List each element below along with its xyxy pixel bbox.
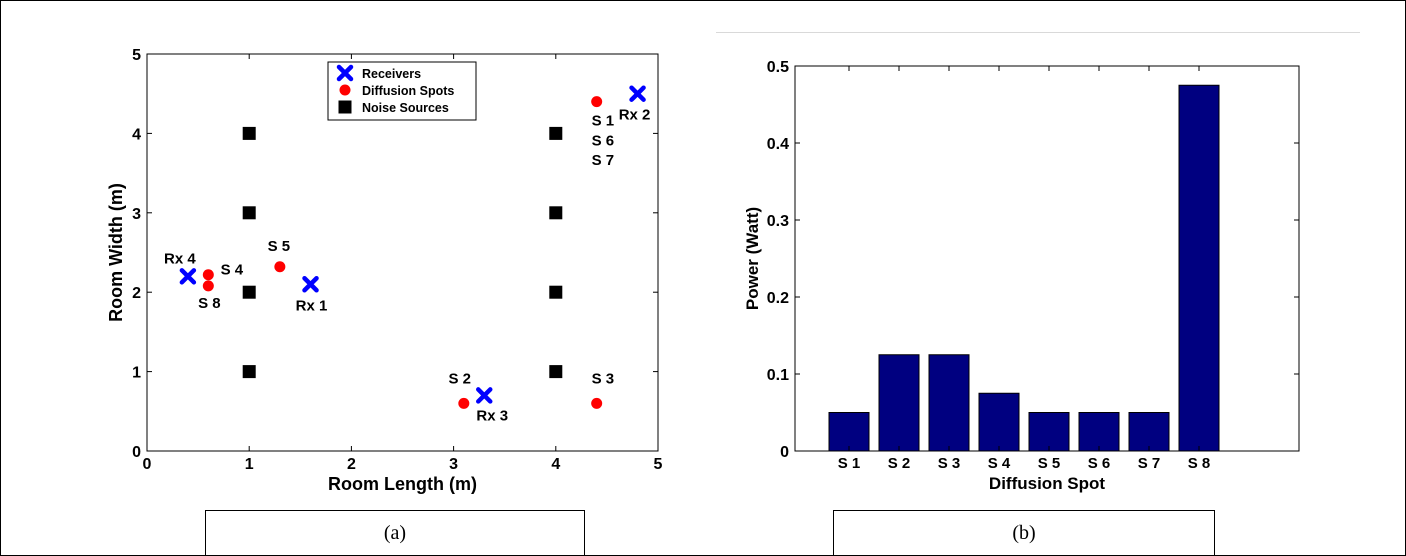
spot-label: S 6	[592, 132, 615, 149]
y-tick-label: 0	[132, 444, 141, 461]
legend-entry: Noise Sources	[362, 101, 449, 115]
bar	[1128, 412, 1170, 452]
x-tick-label: S 8	[1188, 455, 1211, 472]
caption-b-label: (b)	[1012, 521, 1036, 544]
receiver-label: Rx 2	[619, 107, 651, 124]
receiver-marker	[476, 387, 493, 404]
y-tick-label: 0.1	[767, 367, 789, 384]
bar	[1078, 412, 1120, 452]
x-tick-label: 1	[245, 456, 254, 473]
x-tick-label: S 3	[938, 455, 961, 472]
bar-chart-power: 0 0.1 0.2 0.3 0.4 0.5 S 1 S 2 S 3 S 4 S 5 S 6 S 7 S 8…	[743, 59, 1300, 493]
x-tick-label: 5	[654, 456, 663, 473]
diffusion-spot-marker	[274, 261, 286, 273]
receiver-label: Rx 3	[476, 407, 508, 424]
y-tick-label: 5	[132, 47, 141, 64]
noise-source-marker	[242, 365, 256, 379]
spot-label: S 7	[592, 152, 615, 169]
bar	[1028, 412, 1070, 452]
plot-area-border	[146, 53, 659, 452]
x-tick-label: 4	[551, 456, 560, 473]
x-tick-label: 2	[347, 456, 356, 473]
y-tick-label: 0.3	[767, 213, 789, 230]
receiver-label: Rx 4	[164, 250, 196, 267]
legend-noise-source-marker	[338, 100, 352, 114]
y-axis-label: Power (Watt)	[743, 207, 762, 310]
legend-entry: Diffusion Spots	[362, 84, 454, 98]
y-tick-label: 3	[132, 206, 141, 223]
spot-label: S 5	[268, 238, 291, 255]
bar	[878, 354, 920, 452]
x-tick-label: S 7	[1138, 455, 1161, 472]
receiver-marker	[179, 268, 197, 285]
x-tick-label: S 1	[838, 455, 861, 472]
x-tick-label: S 6	[1088, 455, 1111, 472]
separator-line	[716, 32, 1360, 33]
noise-source-marker	[242, 126, 256, 140]
x-tick-label: S 4	[988, 455, 1011, 472]
spot-label: S 3	[592, 371, 615, 388]
y-tick-label: 0.2	[767, 290, 789, 307]
scatter-plot-room-layout: 0 1 2 3 4 5 0 1 2 3 4 5 Room Length (m) Room Width (m…	[106, 47, 663, 494]
noise-source-marker	[549, 285, 563, 299]
diffusion-spot-marker	[591, 96, 603, 108]
spot-label: S 1	[592, 112, 615, 129]
receiver-marker	[302, 276, 319, 293]
x-axis-label: Diffusion Spot	[989, 474, 1105, 493]
x-axis-label: Room Length (m)	[328, 474, 477, 494]
y-tick-label: 0	[780, 444, 789, 461]
legend-entry: Receivers	[362, 67, 421, 81]
x-tick-label: S 5	[1038, 455, 1061, 472]
legend-receiver-marker	[336, 64, 354, 82]
y-axis-label: Room Width (m)	[106, 183, 126, 322]
bar	[978, 392, 1020, 452]
y-tick-label: 4	[132, 126, 141, 143]
y-tick-label: 2	[132, 285, 141, 302]
caption-a-label: (a)	[383, 521, 407, 544]
noise-source-marker	[242, 206, 256, 220]
y-tick-label: 0.5	[767, 59, 789, 76]
caption-b-box: (b)	[833, 510, 1215, 556]
legend-diffusion-spot-marker	[339, 84, 351, 96]
spot-label: S 2	[448, 371, 471, 388]
diffusion-spot-marker	[458, 397, 470, 409]
bar	[928, 354, 970, 452]
legend-box	[327, 61, 477, 121]
noise-source-marker	[549, 365, 563, 379]
receiver-label: Rx 1	[296, 297, 328, 314]
bar	[1178, 84, 1220, 452]
noise-source-marker	[549, 126, 563, 140]
x-tick-label: S 2	[888, 455, 911, 472]
legend: Receivers Diffusion Spots Noise Sources	[327, 61, 477, 121]
receiver-marker	[629, 85, 646, 102]
diffusion-spot-marker	[202, 269, 214, 281]
bar	[828, 412, 870, 452]
x-tick-label: 0	[143, 456, 152, 473]
y-tick-label: 0.4	[767, 136, 789, 153]
diffusion-spot-marker	[591, 397, 603, 409]
x-tick-label: 3	[449, 456, 458, 473]
spot-label: S 4	[221, 262, 244, 279]
y-tick-label: 1	[132, 365, 141, 382]
spot-label: S 8	[198, 295, 221, 312]
plot-area-border	[794, 65, 1300, 452]
noise-source-marker	[549, 206, 563, 220]
caption-a-box: (a)	[205, 510, 585, 556]
diffusion-spot-marker	[202, 280, 214, 292]
noise-source-marker	[242, 285, 256, 299]
